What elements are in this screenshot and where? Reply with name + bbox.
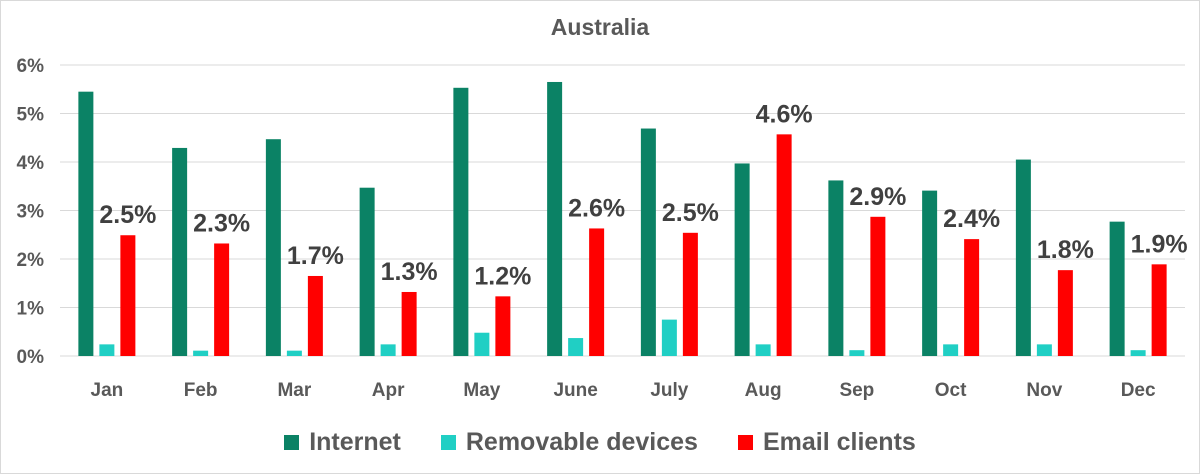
data-label: 1.8% — [1037, 236, 1094, 264]
bar-email-clients — [307, 275, 323, 356]
legend-swatch — [284, 434, 300, 450]
bar-email-clients — [401, 291, 417, 356]
bar-internet — [1015, 159, 1031, 356]
bar-internet — [547, 81, 563, 356]
bar-internet — [172, 147, 188, 356]
bar-internet — [828, 180, 844, 356]
bar-email-clients — [495, 296, 511, 356]
legend-label: Internet — [309, 427, 401, 456]
bar-email-clients — [776, 134, 792, 356]
data-label: 2.4% — [943, 205, 1000, 233]
bar-removable-devices — [1036, 344, 1052, 356]
bar-removable-devices — [193, 350, 209, 356]
legend-swatch — [737, 434, 753, 450]
bar-internet — [265, 139, 281, 356]
bar-email-clients — [682, 232, 698, 356]
legend-label: Removable devices — [465, 427, 698, 456]
y-tick-label: 0% — [17, 347, 45, 368]
data-label: 1.9% — [1131, 230, 1188, 258]
x-tick-label: Sep — [839, 380, 874, 401]
data-label: 1.2% — [474, 262, 531, 290]
bar-email-clients — [589, 228, 605, 356]
bar-removable-devices — [474, 332, 490, 356]
y-tick-label: 5% — [17, 105, 45, 126]
x-tick-label: Apr — [372, 380, 405, 401]
bar-removable-devices — [661, 319, 677, 356]
bar-internet — [359, 187, 375, 356]
bar-internet — [922, 190, 938, 356]
bar-email-clients — [1151, 264, 1167, 356]
bar-internet — [78, 91, 94, 357]
bar-internet — [640, 128, 656, 356]
data-label: 2.3% — [193, 209, 250, 237]
bar-email-clients — [870, 216, 886, 356]
bar-internet — [734, 163, 750, 356]
bar-removable-devices — [568, 338, 584, 356]
bar-internet — [1109, 221, 1125, 356]
bar-removable-devices — [755, 344, 771, 356]
x-tick-label: July — [650, 380, 688, 401]
x-tick-label: June — [553, 380, 597, 401]
bar-removable-devices — [380, 344, 396, 356]
data-label: 2.5% — [662, 199, 719, 227]
bar-email-clients — [1057, 270, 1073, 356]
legend-label: Email clients — [762, 427, 916, 456]
bar-internet — [453, 87, 469, 357]
x-tick-label: Dec — [1121, 380, 1156, 401]
legend-item-removable-devices: Removable devices — [440, 427, 698, 457]
bar-email-clients — [214, 243, 230, 356]
chart-legend: Internet Removable devices Email clients — [0, 424, 1200, 460]
y-tick-label: 2% — [17, 250, 45, 271]
data-label: 4.6% — [756, 100, 813, 128]
y-tick-label: 1% — [17, 299, 45, 320]
bar-removable-devices — [99, 344, 115, 356]
bar-removable-devices — [286, 350, 302, 356]
data-label: 1.7% — [287, 242, 344, 270]
x-tick-label: Mar — [277, 380, 311, 401]
y-tick-label: 3% — [17, 202, 45, 223]
y-tick-label: 6% — [17, 56, 45, 77]
bar-email-clients — [120, 235, 136, 356]
x-tick-label: Feb — [184, 380, 218, 401]
y-tick-label: 4% — [17, 153, 45, 174]
legend-item-email-clients: Email clients — [737, 427, 916, 457]
chart-title: Australia — [550, 14, 650, 40]
x-tick-label: Oct — [935, 380, 967, 401]
legend-swatch — [440, 434, 456, 450]
data-label: 2.6% — [568, 194, 625, 222]
bar-removable-devices — [943, 344, 959, 356]
x-tick-label: Nov — [1026, 380, 1062, 401]
bar-email-clients — [964, 239, 980, 356]
x-tick-label: Aug — [745, 380, 782, 401]
bar-removable-devices — [849, 350, 865, 356]
data-label: 2.5% — [99, 201, 156, 229]
data-label: 2.9% — [849, 183, 906, 211]
bar-removable-devices — [1130, 350, 1146, 356]
legend-item-internet: Internet — [284, 428, 401, 457]
x-tick-label: May — [463, 380, 500, 401]
x-tick-label: Jan — [91, 380, 124, 401]
data-label: 1.3% — [381, 258, 438, 286]
